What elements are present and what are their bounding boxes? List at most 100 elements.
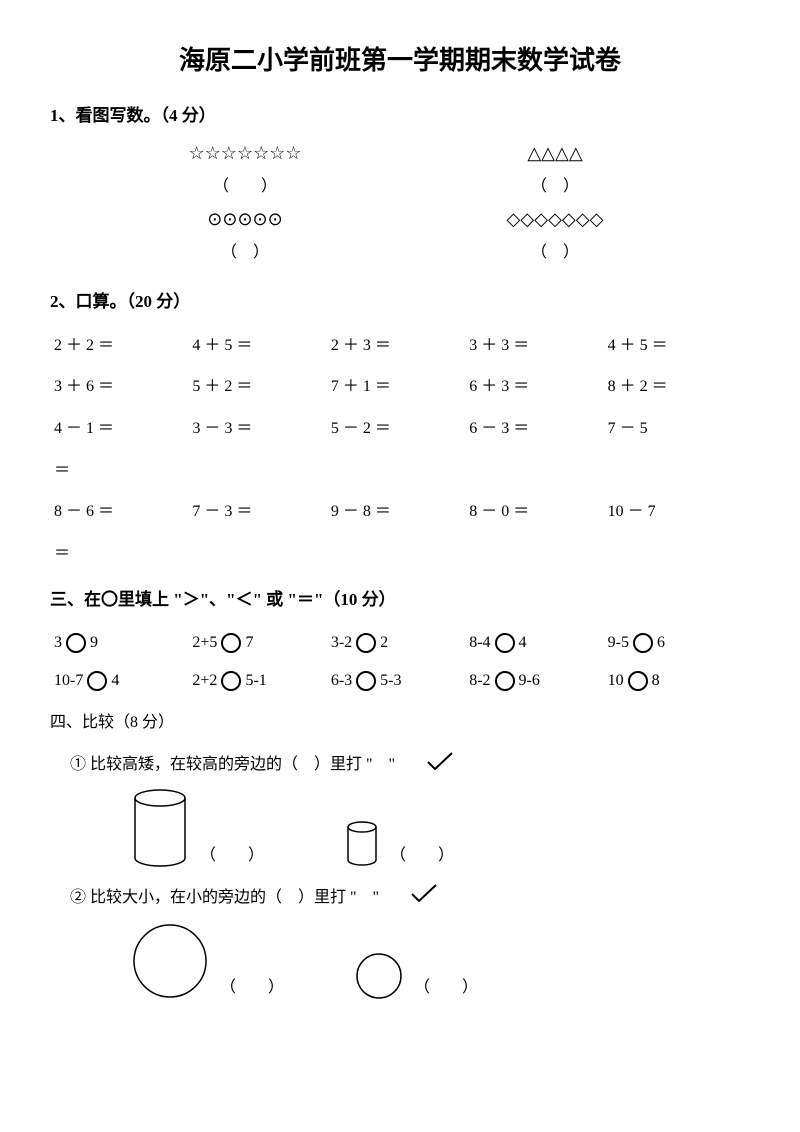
circle-large-icon bbox=[130, 921, 210, 1001]
q4-line1-text: ① 比较高矮，在较高的旁边的（ ）里打 " " bbox=[70, 752, 395, 778]
q3-left: 3 bbox=[54, 624, 62, 662]
q3-left: 8-4 bbox=[469, 624, 490, 662]
q2-item: 7 － 3 ＝ bbox=[192, 491, 330, 533]
q2-cont: ＝ bbox=[54, 450, 746, 492]
paren: （ ） bbox=[200, 843, 264, 869]
q4-shapes-2: （ ） （ ） bbox=[130, 921, 750, 1001]
circle-blank-icon bbox=[356, 671, 376, 691]
q1-answer: （ ） bbox=[400, 240, 710, 266]
q2-item: 10 － 7 bbox=[608, 491, 746, 533]
paren: （ ） bbox=[220, 975, 284, 1001]
check-icon bbox=[409, 882, 439, 913]
q3-area: 39 2+5 7 3-2 2 8-4 4 9-5 6 10-7 4 2+2 5-1 6-3 5… bbox=[50, 624, 750, 701]
q3-right: 7 bbox=[245, 624, 253, 662]
q1-symbols: ☆☆☆☆☆☆☆ bbox=[90, 139, 400, 168]
q3-right: 2 bbox=[380, 624, 388, 662]
q2-item: 5 － 2 ＝ bbox=[331, 408, 469, 450]
q2-item: 6 ＋ 3 ＝ bbox=[469, 366, 607, 408]
q3-item: 8-4 4 bbox=[469, 624, 607, 662]
q2-item: 5 ＋ 2 ＝ bbox=[192, 366, 330, 408]
q3-left: 9-5 bbox=[608, 624, 629, 662]
q3-row: 39 2+5 7 3-2 2 8-4 4 9-5 6 bbox=[54, 624, 746, 662]
circle-blank-icon bbox=[628, 671, 648, 691]
q2-cont: ＝ bbox=[54, 533, 746, 575]
q3-left: 6-3 bbox=[331, 662, 352, 700]
q2-item: 4 ＋ 5 ＝ bbox=[608, 325, 746, 367]
circle-blank-icon bbox=[66, 633, 86, 653]
q3-item: 8-2 9-6 bbox=[469, 662, 607, 700]
q3-left: 2+5 bbox=[192, 624, 217, 662]
q1-answer: （ ） bbox=[400, 174, 710, 200]
cylinder-small-icon bbox=[344, 820, 380, 868]
q3-right: 5-1 bbox=[245, 662, 266, 700]
q2-row: 3 ＋ 6 ＝ 5 ＋ 2 ＝ 7 ＋ 1 ＝ 6 ＋ 3 ＝ 8 ＋ 2 ＝ bbox=[54, 366, 746, 408]
q1-grid: ☆☆☆☆☆☆☆ △△△△ （ ） （ ） ⊙⊙⊙⊙⊙ ◇◇◇◇◇◇◇ （ ） （… bbox=[50, 139, 750, 276]
q2-item: 9 － 8 ＝ bbox=[331, 491, 469, 533]
q1-symbols: ⊙⊙⊙⊙⊙ bbox=[90, 205, 400, 234]
circle-blank-icon bbox=[495, 633, 515, 653]
q4-line2: ② 比较大小，在小的旁边的（ ）里打 " " bbox=[70, 882, 750, 913]
q4-head: 四、比较（8 分） bbox=[50, 710, 750, 736]
q3-right: 9 bbox=[90, 624, 98, 662]
q3-item: 9-5 6 bbox=[608, 624, 746, 662]
q4-shapes-1: （ ） （ ） bbox=[130, 788, 750, 868]
circle-blank-icon bbox=[633, 633, 653, 653]
circle-blank-icon bbox=[495, 671, 515, 691]
q3-item: 10 8 bbox=[608, 662, 746, 700]
q1-symbols: △△△△ bbox=[400, 139, 710, 168]
q3-row: 10-7 4 2+2 5-1 6-3 5-3 8-2 9-6 10 8 bbox=[54, 662, 746, 700]
circle-blank-icon bbox=[221, 633, 241, 653]
q2-item: 4 ＋ 5 ＝ bbox=[192, 325, 330, 367]
q2-item: 7 － 5 bbox=[608, 408, 746, 450]
q2-row: 8 － 6 ＝ 7 － 3 ＝ 9 － 8 ＝ 8 － 0 ＝ 10 － 7 bbox=[54, 491, 746, 533]
q3-left: 3-2 bbox=[331, 624, 352, 662]
q2-item: 2 ＋ 3 ＝ bbox=[331, 325, 469, 367]
q3-right: 4 bbox=[519, 624, 527, 662]
q3-left: 2+2 bbox=[192, 662, 217, 700]
circle-blank-icon bbox=[356, 633, 376, 653]
q3-item: 2+5 7 bbox=[192, 624, 330, 662]
q1-symbols: ◇◇◇◇◇◇◇ bbox=[400, 205, 710, 234]
paren: （ ） bbox=[390, 843, 454, 869]
q3-right: 4 bbox=[111, 662, 119, 700]
q3-right: 8 bbox=[652, 662, 660, 700]
q2-row: 2 ＋ 2 ＝ 4 ＋ 5 ＝ 2 ＋ 3 ＝ 3 ＋ 3 ＝ 4 ＋ 5 ＝ bbox=[54, 325, 746, 367]
q2-item: 6 － 3 ＝ bbox=[469, 408, 607, 450]
q2-row: 4 － 1 ＝ 3 － 3 ＝ 5 － 2 ＝ 6 － 3 ＝ 7 － 5 bbox=[54, 408, 746, 450]
q2-item: 8 － 6 ＝ bbox=[54, 491, 192, 533]
q2-head: 2、口算。（20 分） bbox=[50, 288, 750, 315]
q4-line1: ① 比较高矮，在较高的旁边的（ ）里打 " " bbox=[70, 750, 750, 781]
q2-item: 3 ＋ 6 ＝ bbox=[54, 366, 192, 408]
q3-right: 6 bbox=[657, 624, 665, 662]
q1-answer: （ ） bbox=[90, 174, 400, 200]
q3-left: 10-7 bbox=[54, 662, 83, 700]
check-icon bbox=[425, 750, 455, 781]
q2-item: 2 ＋ 2 ＝ bbox=[54, 325, 192, 367]
q4-line2-text: ② 比较大小，在小的旁边的（ ）里打 " " bbox=[70, 885, 379, 911]
q3-item: 6-3 5-3 bbox=[331, 662, 469, 700]
q3-item: 2+2 5-1 bbox=[192, 662, 330, 700]
q2-item: 4 － 1 ＝ bbox=[54, 408, 192, 450]
circle-blank-icon bbox=[87, 671, 107, 691]
page-title: 海原二小学前班第一学期期末数学试卷 bbox=[50, 40, 750, 82]
q3-left: 8-2 bbox=[469, 662, 490, 700]
q2-area: 2 ＋ 2 ＝ 4 ＋ 5 ＝ 2 ＋ 3 ＝ 3 ＋ 3 ＝ 4 ＋ 5 ＝ … bbox=[50, 325, 750, 575]
q1-answer: （ ） bbox=[90, 240, 400, 266]
paren: （ ） bbox=[414, 975, 478, 1001]
q3-item: 3-2 2 bbox=[331, 624, 469, 662]
q2-item: 3 ＋ 3 ＝ bbox=[469, 325, 607, 367]
circle-blank-icon bbox=[221, 671, 241, 691]
q3-right: 5-3 bbox=[380, 662, 401, 700]
q2-item: 8 ＋ 2 ＝ bbox=[608, 366, 746, 408]
q2-item: 3 － 3 ＝ bbox=[192, 408, 330, 450]
q2-item: 8 － 0 ＝ bbox=[469, 491, 607, 533]
q3-item: 39 bbox=[54, 624, 192, 662]
q2-item: 7 ＋ 1 ＝ bbox=[331, 366, 469, 408]
q3-item: 10-7 4 bbox=[54, 662, 192, 700]
q3-left: 10 bbox=[608, 662, 624, 700]
q3-right: 9-6 bbox=[519, 662, 540, 700]
cylinder-large-icon bbox=[130, 788, 190, 868]
q1-head: 1、看图写数。（4 分） bbox=[50, 102, 750, 129]
circle-small-icon bbox=[354, 951, 404, 1001]
q3-head: 三、在〇里填上 "＞"、"＜" 或 "＝"（10 分） bbox=[50, 586, 750, 613]
